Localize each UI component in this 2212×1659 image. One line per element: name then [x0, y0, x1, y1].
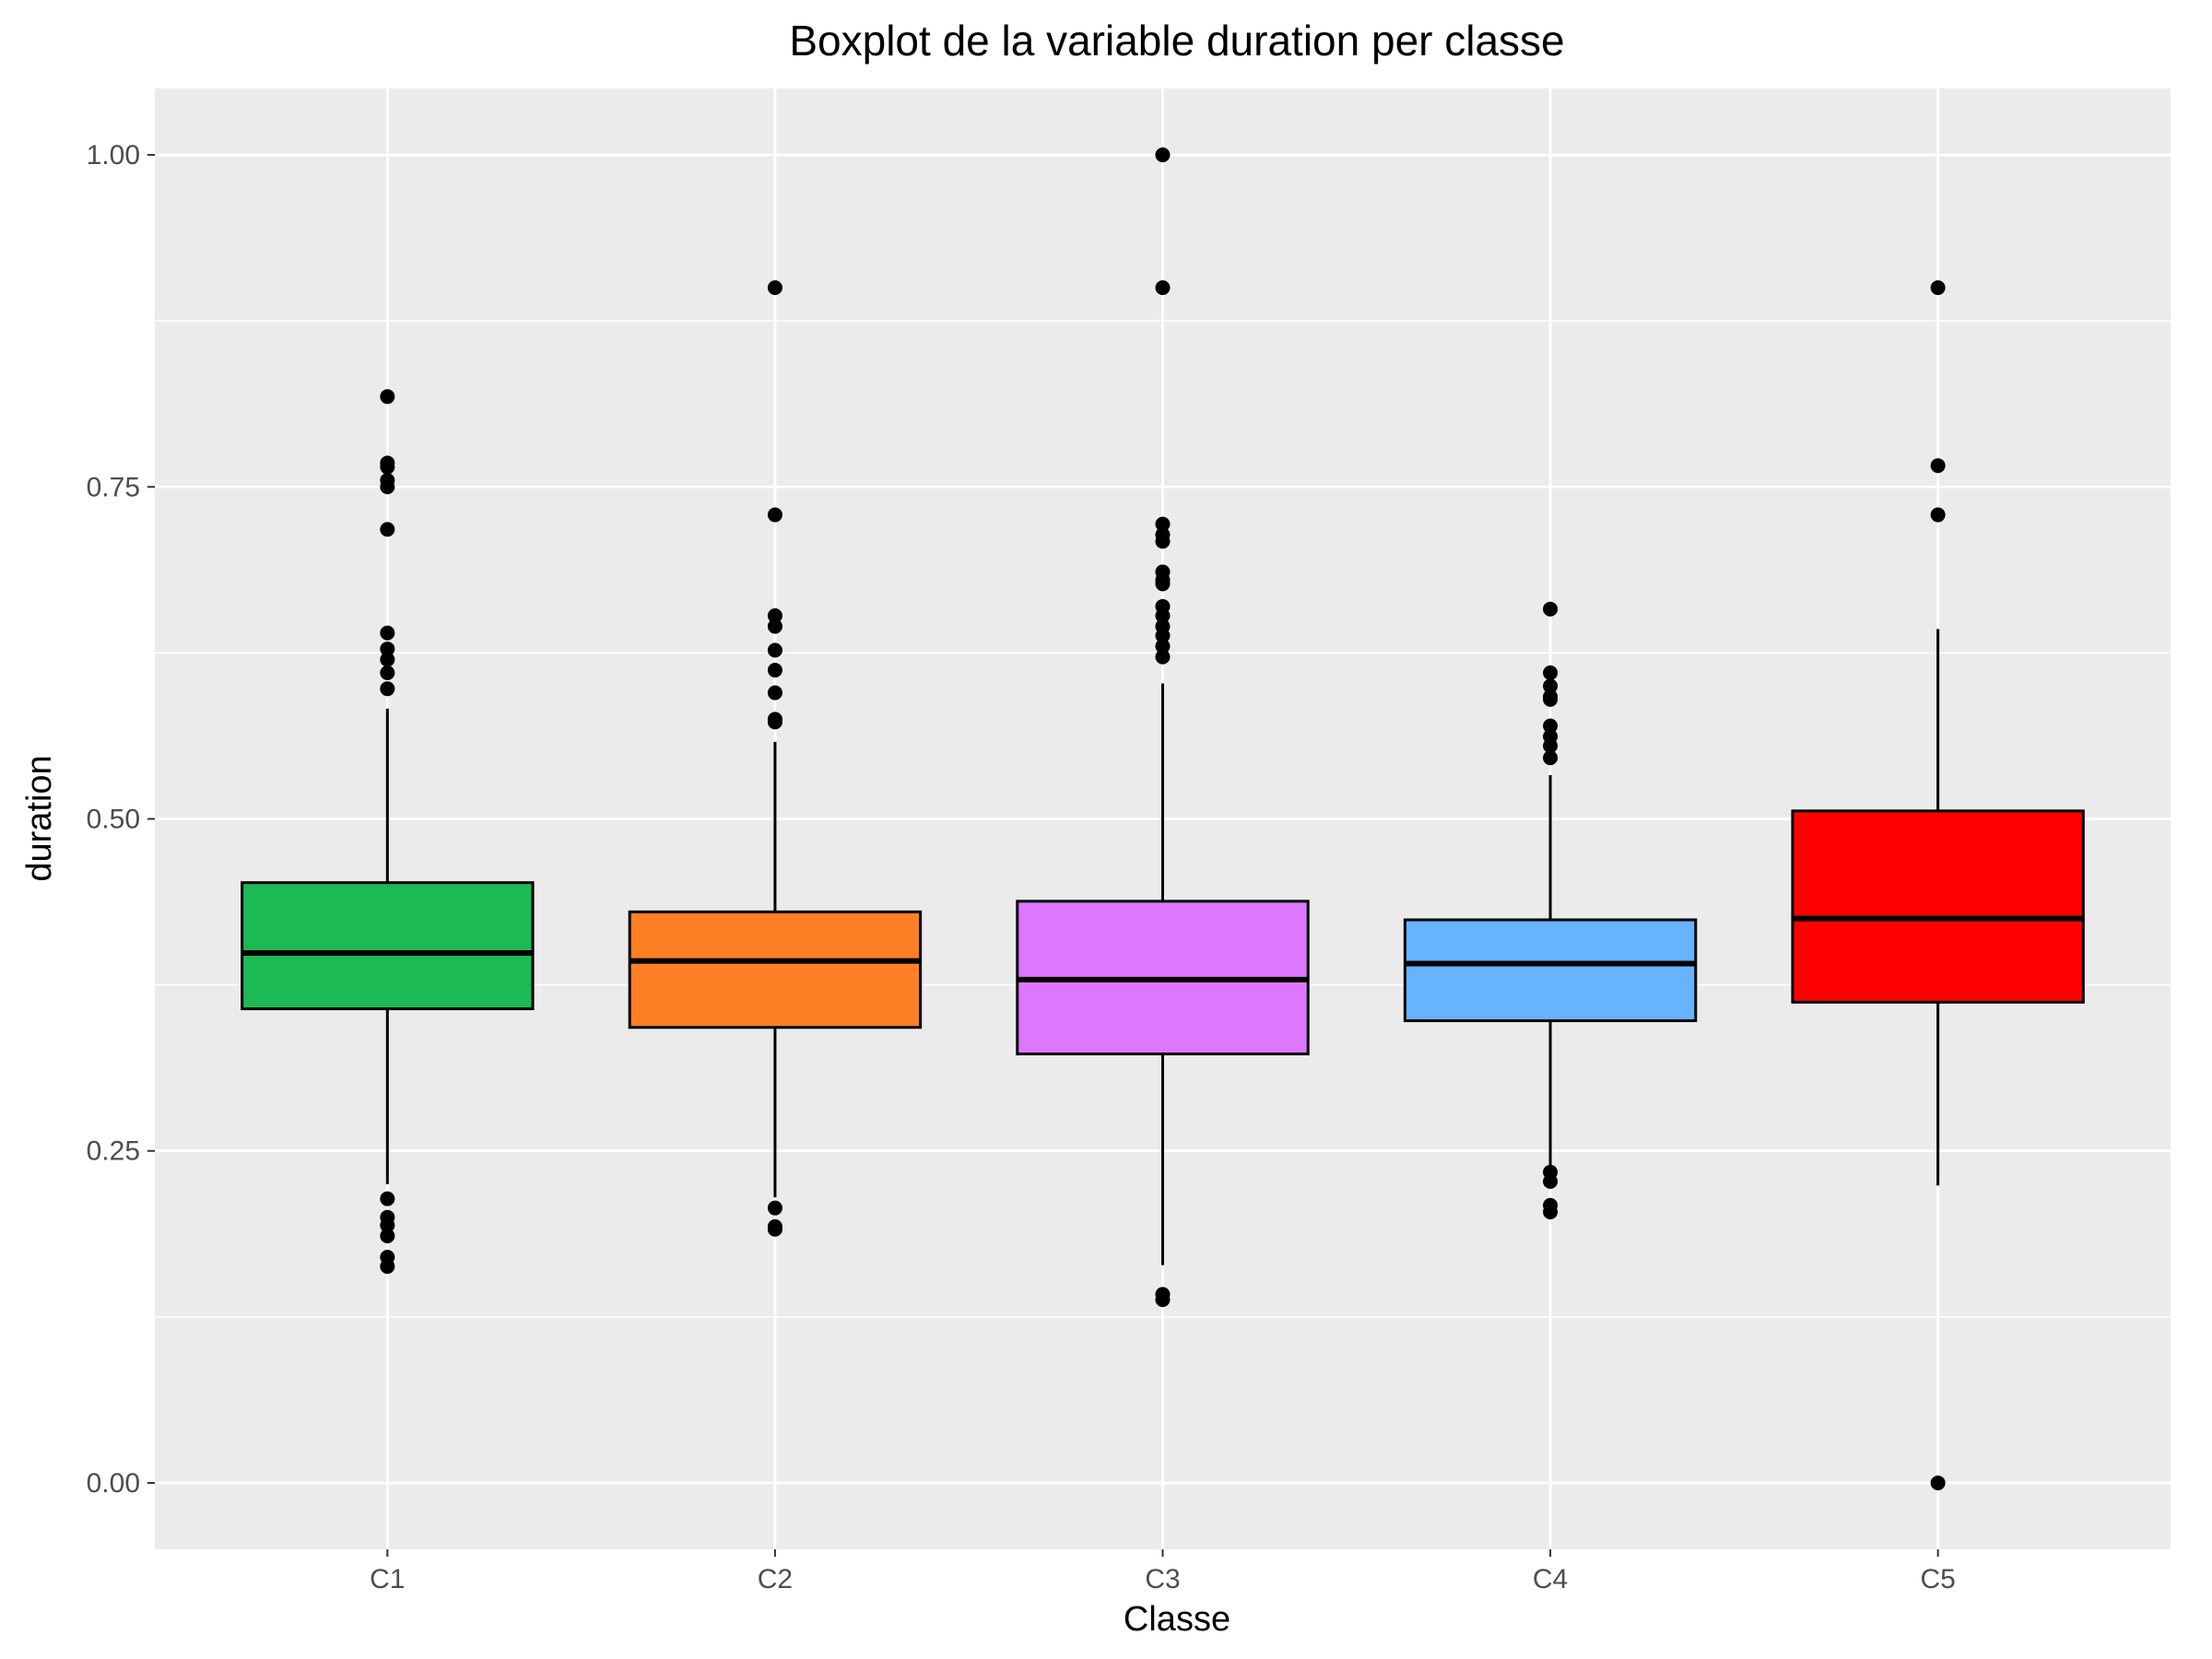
outlier-point [1930, 458, 1946, 474]
outlier-point [767, 685, 782, 700]
outlier-point [380, 459, 395, 475]
outlier-point [1543, 601, 1559, 617]
outlier-point [380, 665, 395, 680]
outlier-point [1543, 678, 1559, 694]
outlier-point [767, 1221, 782, 1237]
outlier-point [767, 714, 782, 730]
outlier-point [1543, 665, 1559, 680]
outlier-point [380, 641, 395, 657]
outlier-point [767, 507, 782, 523]
outlier-point [380, 479, 395, 495]
y-tick-label: 0.00 [87, 1468, 140, 1499]
outlier-point [1155, 280, 1171, 296]
outlier-point [380, 1191, 395, 1206]
box-iqr [1403, 918, 1698, 1023]
outlier-point [1155, 649, 1171, 665]
outlier-point [1543, 718, 1559, 734]
outlier-point [767, 608, 782, 624]
outlier-point [1543, 1205, 1559, 1220]
outlier-point [1155, 576, 1171, 592]
outlier-point [1155, 1292, 1171, 1308]
y-tick-label: 1.00 [87, 140, 140, 171]
box-iqr [241, 881, 535, 1011]
outlier-point [767, 1200, 782, 1216]
outlier-point [1155, 534, 1171, 549]
outlier-point [767, 642, 782, 658]
x-axis-title: Classe [1124, 1600, 1230, 1639]
box-c2 [628, 280, 923, 1237]
outlier-point [1930, 507, 1946, 523]
outlier-point [380, 1218, 395, 1233]
x-tick-label: C4 [1533, 1564, 1568, 1594]
y-tick-label: 0.75 [87, 472, 140, 502]
y-axis-title: duration [20, 755, 59, 881]
boxes [241, 147, 2085, 1490]
y-axis: 0.00 0.25 0.50 0.75 1.00 [87, 140, 155, 1499]
outlier-point [380, 681, 395, 697]
box-iqr [1791, 809, 2085, 1004]
box-iqr [628, 910, 923, 1030]
outlier-point [1543, 1173, 1559, 1189]
outlier-point [1155, 628, 1171, 643]
outlier-point [380, 522, 395, 537]
outlier-point [380, 1259, 395, 1275]
outlier-point [767, 663, 782, 678]
box-c3 [1016, 147, 1310, 1308]
outlier-point [1543, 691, 1559, 707]
box-c5 [1791, 280, 2085, 1490]
x-tick-label: C1 [370, 1564, 405, 1594]
x-tick-label: C3 [1145, 1564, 1180, 1594]
x-tick-label: C2 [758, 1564, 793, 1594]
outlier-point [1543, 750, 1559, 766]
x-axis: C1 C2 C3 C4 C5 [370, 1549, 1956, 1594]
outlier-point [1543, 738, 1559, 754]
chart-title: Boxplot de la variable duration per clas… [789, 17, 1564, 65]
outlier-point [380, 1228, 395, 1243]
outlier-point [767, 280, 782, 296]
outlier-point [380, 389, 395, 405]
outlier-point [1930, 280, 1946, 296]
outlier-point [1155, 639, 1171, 654]
outlier-point [1155, 608, 1171, 624]
outlier-point [1155, 516, 1171, 532]
outlier-point [380, 652, 395, 667]
box-c1 [241, 389, 535, 1275]
outlier-point [767, 618, 782, 634]
x-tick-label: C5 [1920, 1564, 1955, 1594]
outlier-point [1155, 147, 1171, 163]
y-tick-label: 0.25 [87, 1136, 140, 1167]
box-c4 [1403, 601, 1698, 1220]
y-tick-label: 0.50 [87, 805, 140, 835]
outlier-point [380, 625, 395, 641]
outlier-point [1930, 1475, 1946, 1490]
